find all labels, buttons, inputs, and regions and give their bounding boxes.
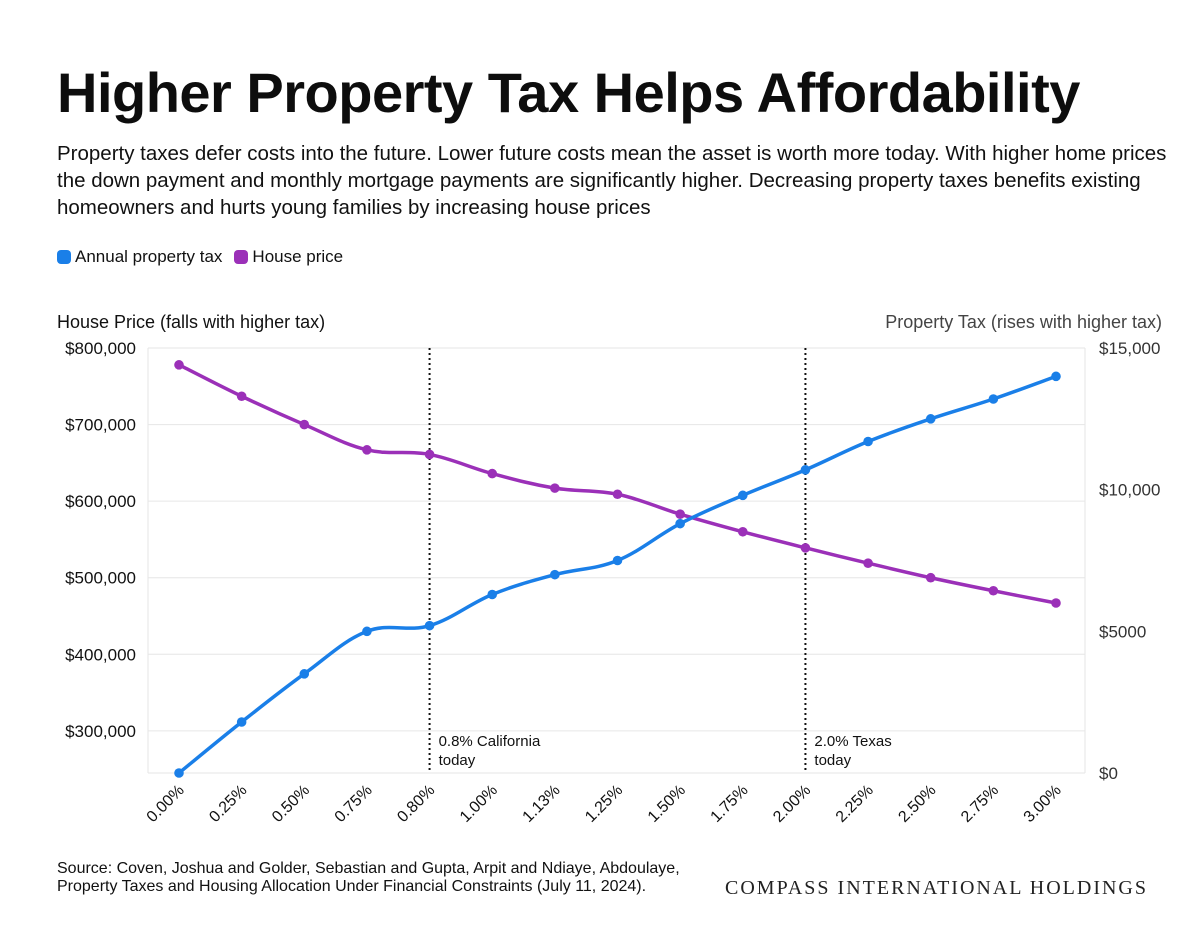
series-line-price [177,363,1058,605]
data-point-price [925,572,936,583]
data-point-tax [675,518,685,529]
right-axis-title: Property Tax (rises with higher tax) [885,312,1162,332]
left-tick-label: $800,000 [65,339,136,358]
legend-item-tax: Annual property tax [57,247,222,267]
x-tick-label: 2.75% [958,782,1002,826]
data-point-price [424,449,435,460]
legend-label-price: House price [252,247,344,266]
data-point-price [1051,598,1061,608]
annotation-label: 2.0% Texas [814,733,891,750]
data-point-tax [550,569,560,580]
x-tick-label: 0.50% [269,782,313,826]
data-point-tax [362,626,372,637]
x-tick-label: 0.25% [206,782,250,826]
data-point-price [299,419,310,430]
data-point-tax [925,414,936,424]
annotation-label: today [439,752,476,769]
source-note: Source: Coven, Joshua and Golder, Sebast… [57,860,680,895]
right-tick-label: $10,000 [1099,481,1160,500]
x-tick-label: 1.75% [708,782,752,826]
x-tick-label: 2.25% [833,782,877,826]
data-point-tax [487,589,498,600]
chart-title: Higher Property Tax Helps Affordability [57,61,1080,124]
legend-item-price: House price [234,247,343,267]
right-tick-label: $0 [1099,764,1118,783]
data-point-tax [988,394,999,404]
data-point-price [675,509,685,519]
annotation-label: today [814,752,851,769]
data-point-price [362,445,372,455]
x-tick-label: 1.13% [520,782,564,826]
right-tick-label: $15,000 [1099,339,1160,358]
x-tick-label: 0.00% [144,782,188,826]
data-point-price [487,468,498,479]
data-point-tax [863,436,873,447]
data-point-price [737,526,748,537]
data-point-tax [424,620,435,631]
left-tick-label: $700,000 [65,416,136,435]
left-tick-label: $600,000 [65,492,136,511]
x-tick-label: 2.50% [895,782,939,826]
data-point-price [174,360,184,370]
data-point-price [988,585,999,596]
chart-subtitle: Property taxes defer costs into the futu… [57,142,1167,219]
brand-wordmark: COMPASS INTERNATIONAL HOLDINGS [725,877,1148,899]
left-axis-title: House Price (falls with higher tax) [57,312,326,332]
annotation-label: 0.8% California [439,733,541,750]
data-point-tax [737,490,748,501]
data-point-tax [612,555,623,566]
legend-label-tax: Annual property tax [75,247,223,266]
data-point-tax [800,465,811,475]
right-tick-label: $5000 [1099,622,1146,641]
data-point-tax [174,768,184,778]
data-point-tax [299,669,310,679]
left-tick-label: $400,000 [65,645,136,664]
x-tick-label: 1.50% [645,782,689,826]
data-point-price [550,483,560,493]
legend-swatch-tax [57,250,71,264]
left-tick-label: $500,000 [65,569,136,588]
data-point-price [236,391,247,402]
x-tick-label: 2.00% [770,782,814,826]
data-point-price [863,558,873,568]
x-tick-label: 0.75% [332,782,376,826]
data-point-tax [1051,371,1061,382]
legend-swatch-price [234,250,249,264]
left-tick-label: $300,000 [65,722,136,741]
legend: Annual property tax House price [57,247,343,267]
data-point-price [800,543,811,553]
x-tick-label: 3.00% [1021,782,1065,826]
data-point-price [612,489,623,500]
x-tick-label: 1.00% [457,782,501,826]
x-tick-label: 0.80% [394,782,438,826]
data-point-tax [236,717,247,727]
x-tick-label: 1.25% [582,782,626,826]
